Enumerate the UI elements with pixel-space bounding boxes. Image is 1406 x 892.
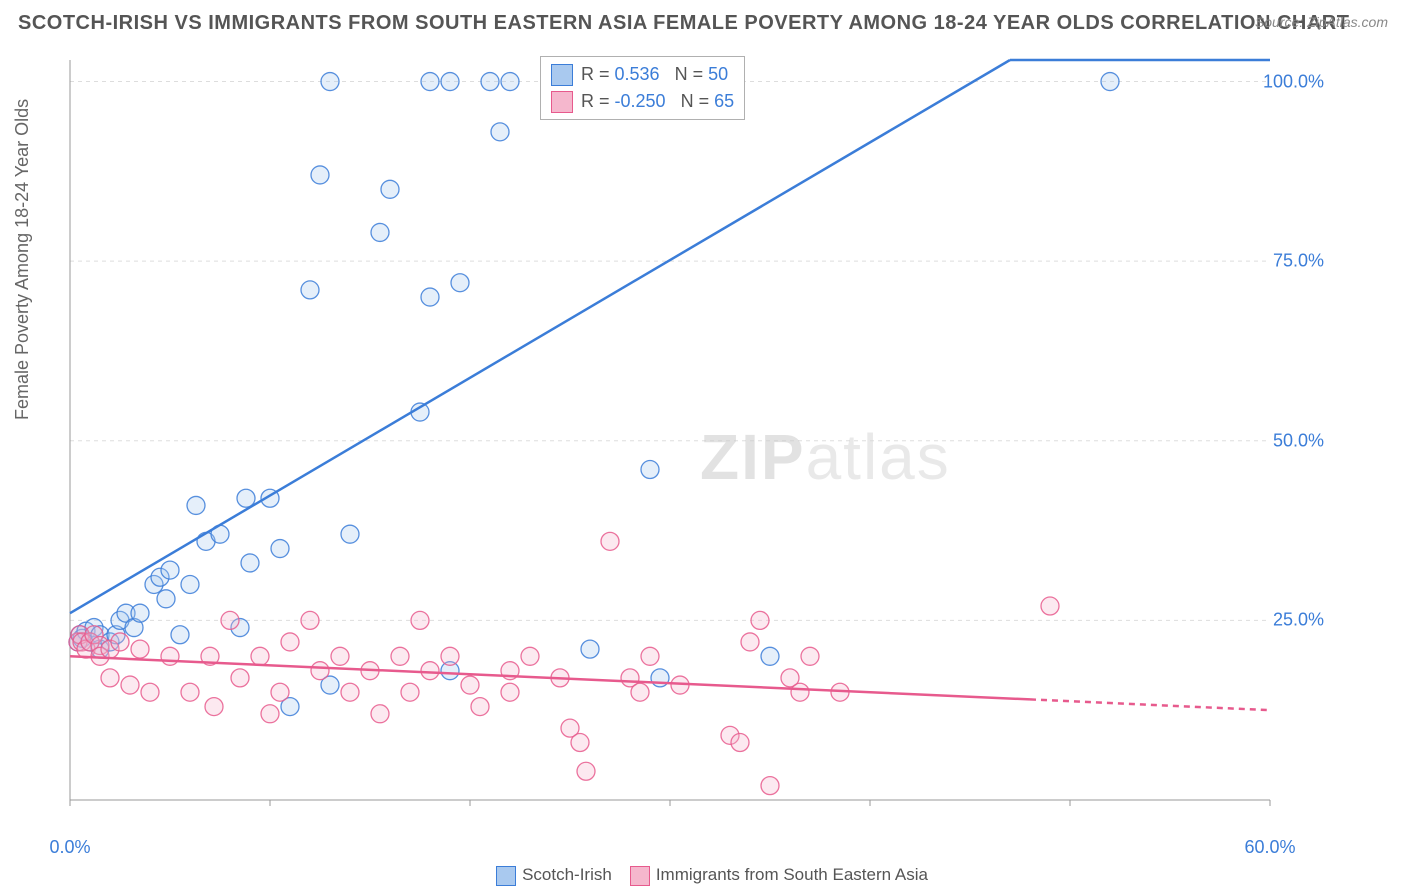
y-tick-label: 75.0% [1273,251,1324,272]
series-legend: Scotch-Irish Immigrants from South Easter… [0,865,1406,886]
y-tick-label: 25.0% [1273,610,1324,631]
y-axis-label: Female Poverty Among 18-24 Year Olds [12,99,33,420]
y-tick-label: 50.0% [1273,430,1324,451]
legend-swatch [551,91,573,113]
correlation-stats-box: R = 0.536 N = 50R = -0.250 N = 65 [540,56,745,120]
chart-plot-area: ZIPatlas R = 0.536 N = 50R = -0.250 N = … [60,50,1330,830]
y-tick-label: 100.0% [1263,71,1324,92]
chart-title: SCOTCH-IRISH VS IMMIGRANTS FROM SOUTH EA… [18,12,1349,35]
source-attribution: Source: ZipAtlas.com [1255,14,1388,30]
r-value: -0.250 [615,91,666,111]
legend-label: Scotch-Irish [522,865,612,884]
n-value: 50 [708,64,728,84]
x-tick-label: 0.0% [49,837,90,858]
n-value: 65 [714,91,734,111]
stats-row: R = 0.536 N = 50 [551,61,734,88]
r-value: 0.536 [615,64,660,84]
legend-label: Immigrants from South Eastern Asia [656,865,928,884]
legend-swatch [630,866,650,886]
x-tick-label: 60.0% [1244,837,1295,858]
legend-swatch [496,866,516,886]
scatter-chart-svg [60,50,1330,830]
stats-row: R = -0.250 N = 65 [551,88,734,115]
legend-swatch [551,64,573,86]
